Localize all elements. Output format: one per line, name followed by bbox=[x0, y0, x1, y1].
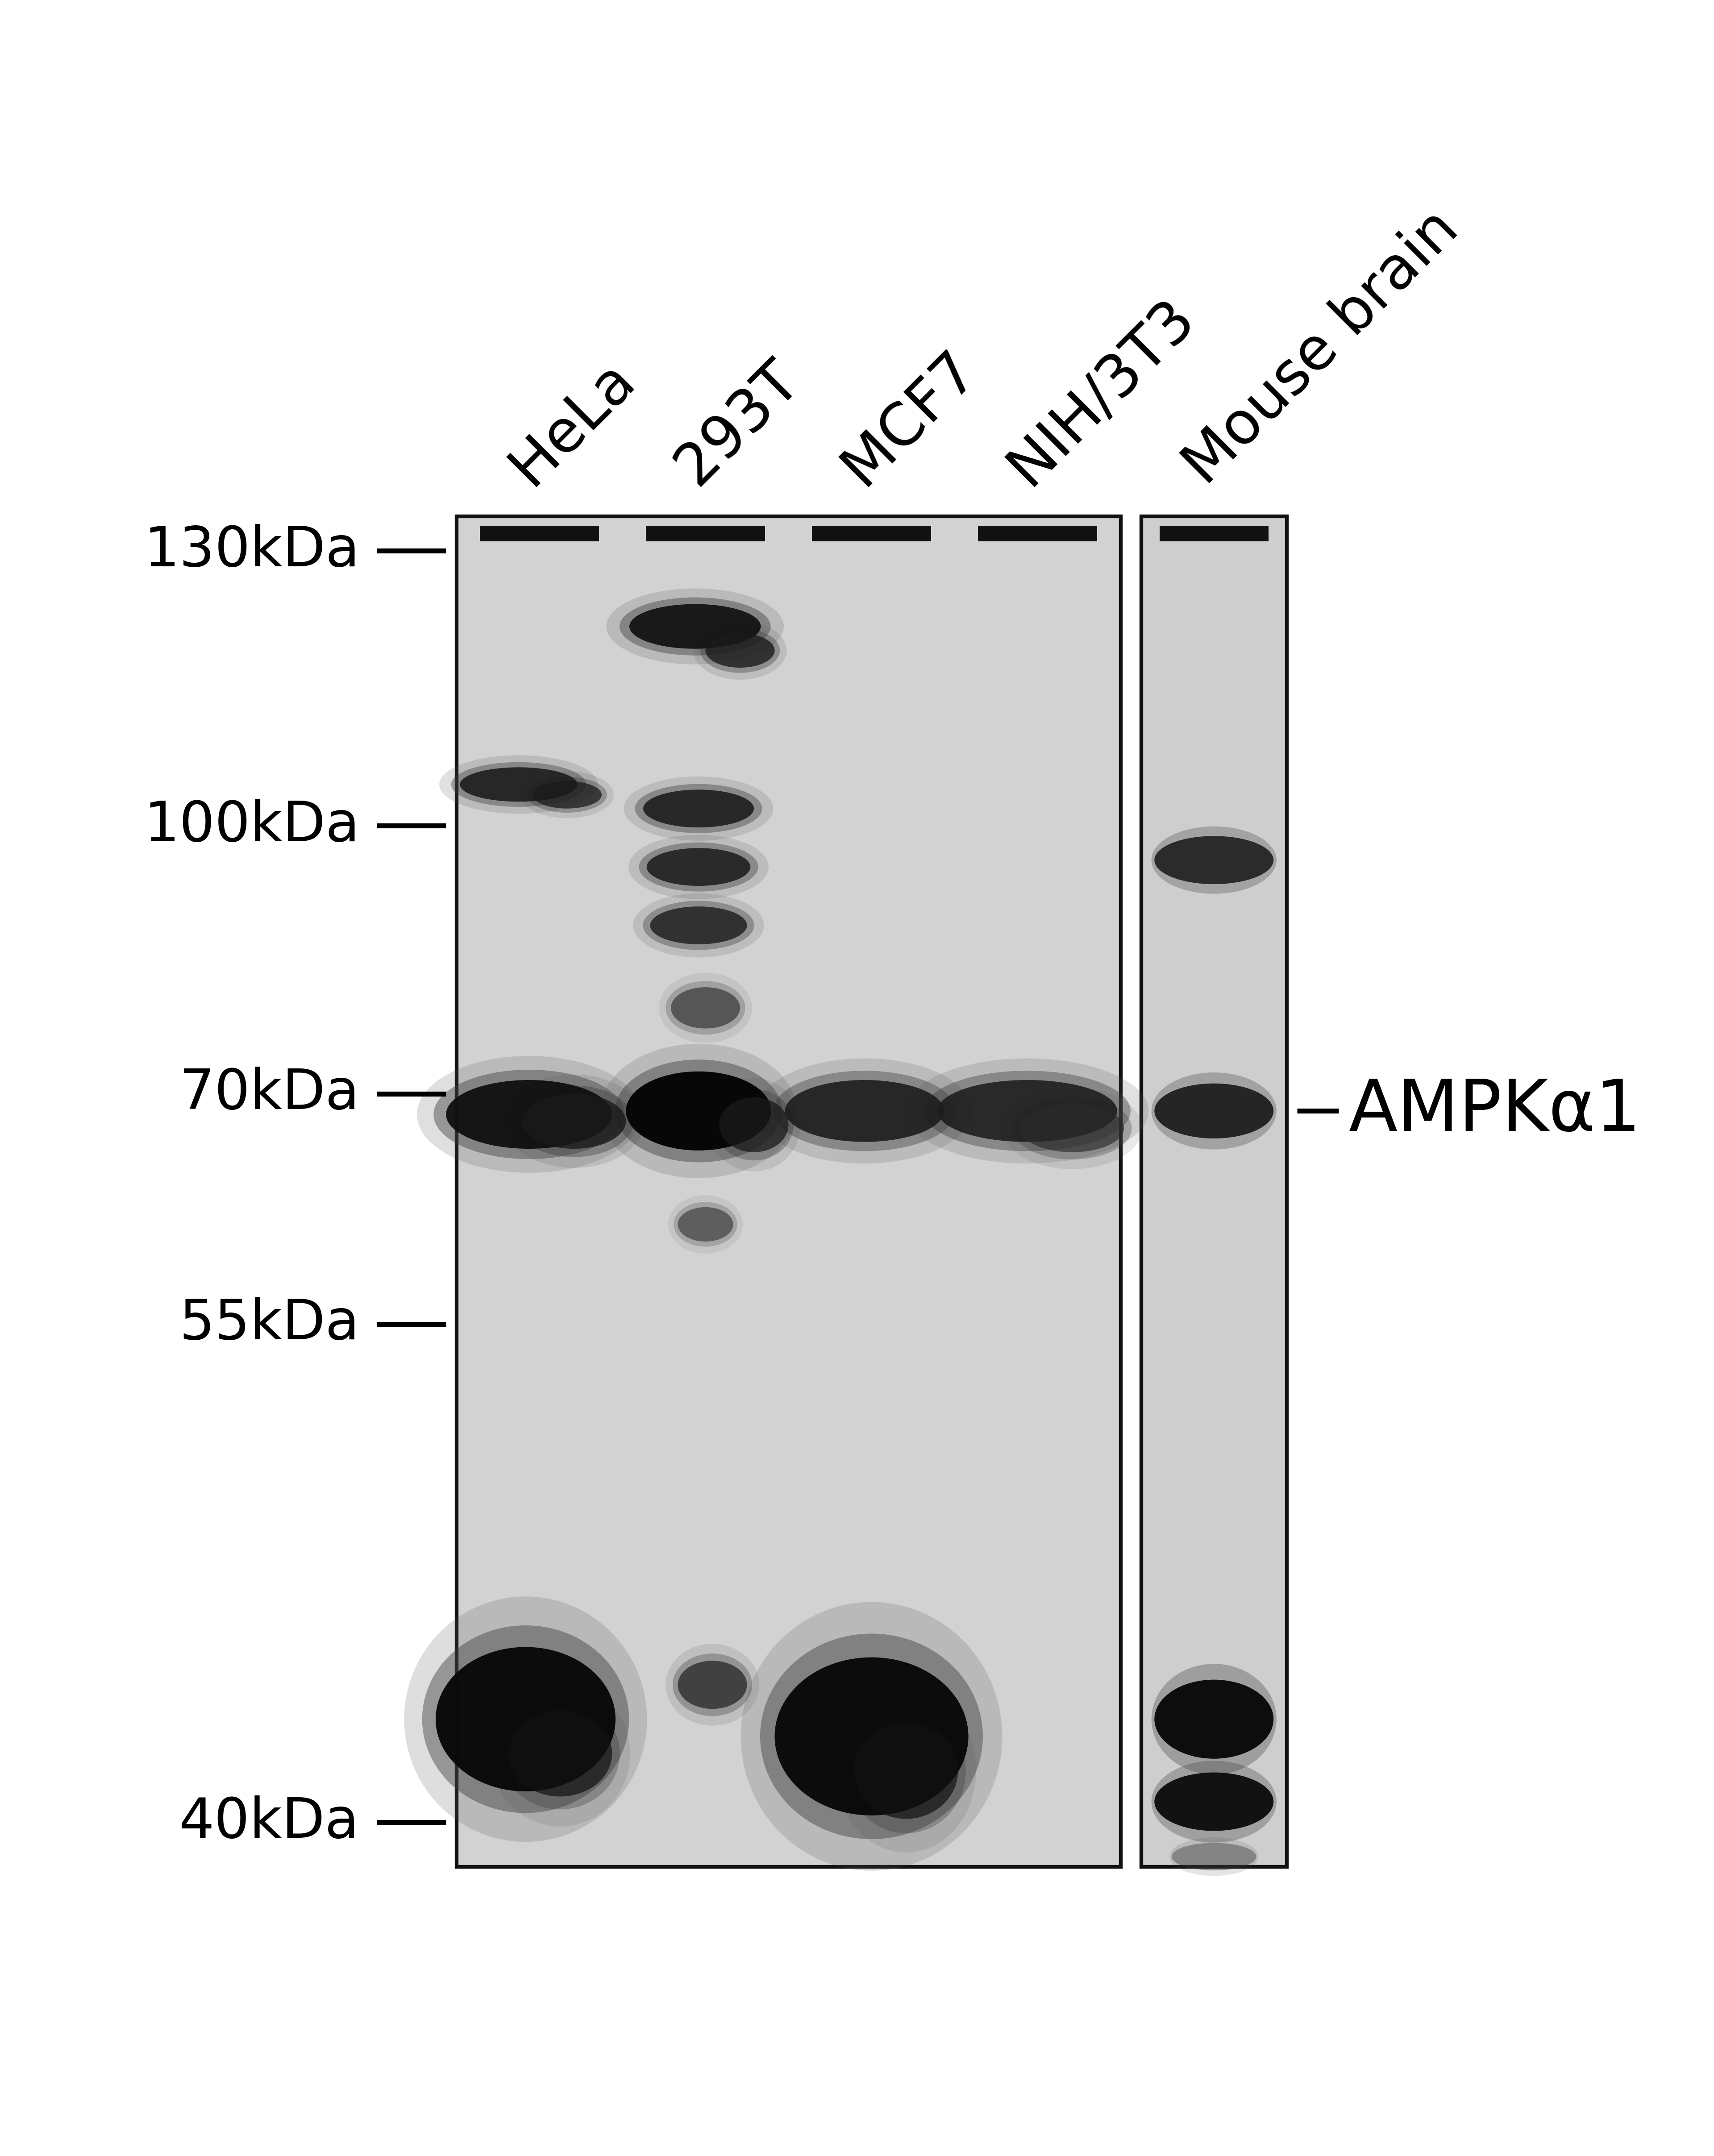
Ellipse shape bbox=[643, 901, 754, 951]
Ellipse shape bbox=[847, 1708, 965, 1833]
Bar bbox=[1159, 526, 1268, 541]
Bar bbox=[456, 517, 1121, 1867]
Text: Mouse brain: Mouse brain bbox=[1174, 201, 1469, 496]
Ellipse shape bbox=[446, 1080, 612, 1149]
Ellipse shape bbox=[600, 1044, 797, 1177]
Bar bbox=[480, 526, 600, 541]
Ellipse shape bbox=[643, 789, 754, 828]
Ellipse shape bbox=[1155, 1772, 1274, 1830]
Ellipse shape bbox=[665, 1643, 759, 1725]
Ellipse shape bbox=[1013, 1097, 1131, 1160]
Ellipse shape bbox=[740, 1602, 1003, 1871]
Ellipse shape bbox=[634, 785, 763, 832]
Ellipse shape bbox=[533, 780, 602, 808]
Ellipse shape bbox=[639, 843, 758, 893]
Ellipse shape bbox=[528, 776, 607, 813]
Ellipse shape bbox=[459, 768, 578, 802]
Ellipse shape bbox=[694, 621, 787, 679]
Ellipse shape bbox=[626, 1072, 771, 1151]
Ellipse shape bbox=[405, 1595, 646, 1841]
Ellipse shape bbox=[1155, 837, 1274, 884]
Ellipse shape bbox=[451, 763, 586, 806]
Ellipse shape bbox=[514, 1084, 634, 1158]
Ellipse shape bbox=[759, 1634, 982, 1839]
Ellipse shape bbox=[854, 1723, 958, 1820]
Ellipse shape bbox=[1169, 1837, 1258, 1876]
Ellipse shape bbox=[924, 1072, 1131, 1151]
Ellipse shape bbox=[677, 1660, 747, 1710]
Ellipse shape bbox=[670, 987, 740, 1028]
Ellipse shape bbox=[435, 1647, 615, 1792]
Ellipse shape bbox=[665, 981, 746, 1035]
Ellipse shape bbox=[708, 1078, 800, 1171]
Ellipse shape bbox=[672, 1654, 752, 1716]
Ellipse shape bbox=[715, 1089, 794, 1160]
Ellipse shape bbox=[629, 604, 761, 649]
Ellipse shape bbox=[658, 972, 752, 1044]
Text: 70kDa: 70kDa bbox=[178, 1067, 360, 1121]
Ellipse shape bbox=[434, 1069, 624, 1160]
Ellipse shape bbox=[521, 772, 614, 817]
Ellipse shape bbox=[1020, 1104, 1124, 1151]
Ellipse shape bbox=[668, 1194, 742, 1253]
Ellipse shape bbox=[701, 627, 780, 673]
Ellipse shape bbox=[422, 1626, 629, 1813]
Ellipse shape bbox=[674, 1203, 737, 1246]
Bar bbox=[1142, 517, 1287, 1867]
Ellipse shape bbox=[504, 1074, 644, 1169]
Ellipse shape bbox=[836, 1688, 977, 1852]
Ellipse shape bbox=[720, 1097, 788, 1151]
Text: AMPKα1: AMPKα1 bbox=[1349, 1076, 1642, 1145]
Ellipse shape bbox=[1155, 1680, 1274, 1759]
Text: 100kDa: 100kDa bbox=[144, 798, 360, 854]
Bar bbox=[646, 526, 764, 541]
Ellipse shape bbox=[775, 1658, 968, 1815]
Ellipse shape bbox=[417, 1056, 641, 1173]
Ellipse shape bbox=[773, 1072, 956, 1151]
Ellipse shape bbox=[758, 1059, 972, 1164]
Ellipse shape bbox=[706, 634, 775, 668]
Ellipse shape bbox=[607, 589, 783, 664]
Ellipse shape bbox=[1152, 826, 1277, 895]
Ellipse shape bbox=[646, 847, 751, 886]
Ellipse shape bbox=[785, 1080, 944, 1143]
Ellipse shape bbox=[1003, 1087, 1142, 1169]
Ellipse shape bbox=[1172, 1843, 1256, 1871]
Text: MCF7: MCF7 bbox=[831, 341, 987, 496]
Text: 55kDa: 55kDa bbox=[178, 1298, 360, 1352]
Ellipse shape bbox=[615, 1059, 782, 1162]
Text: 293T: 293T bbox=[665, 351, 811, 496]
Ellipse shape bbox=[1152, 1664, 1277, 1774]
Text: 130kDa: 130kDa bbox=[144, 524, 360, 578]
Ellipse shape bbox=[938, 1080, 1118, 1143]
Ellipse shape bbox=[677, 1207, 734, 1242]
Ellipse shape bbox=[624, 776, 773, 841]
Ellipse shape bbox=[1155, 1084, 1274, 1138]
Ellipse shape bbox=[1152, 1761, 1277, 1843]
Text: NIH/3T3: NIH/3T3 bbox=[998, 289, 1205, 496]
Ellipse shape bbox=[650, 906, 747, 944]
Ellipse shape bbox=[523, 1093, 626, 1149]
Ellipse shape bbox=[619, 597, 771, 655]
Text: 40kDa: 40kDa bbox=[178, 1796, 360, 1850]
Bar bbox=[812, 526, 931, 541]
Ellipse shape bbox=[632, 893, 764, 957]
Bar bbox=[977, 526, 1097, 541]
Ellipse shape bbox=[490, 1680, 631, 1826]
Ellipse shape bbox=[1152, 1072, 1277, 1149]
Ellipse shape bbox=[439, 755, 598, 813]
Ellipse shape bbox=[509, 1710, 612, 1796]
Ellipse shape bbox=[500, 1697, 620, 1809]
Ellipse shape bbox=[629, 834, 768, 899]
Text: HeLa: HeLa bbox=[499, 349, 644, 496]
Ellipse shape bbox=[905, 1059, 1148, 1164]
